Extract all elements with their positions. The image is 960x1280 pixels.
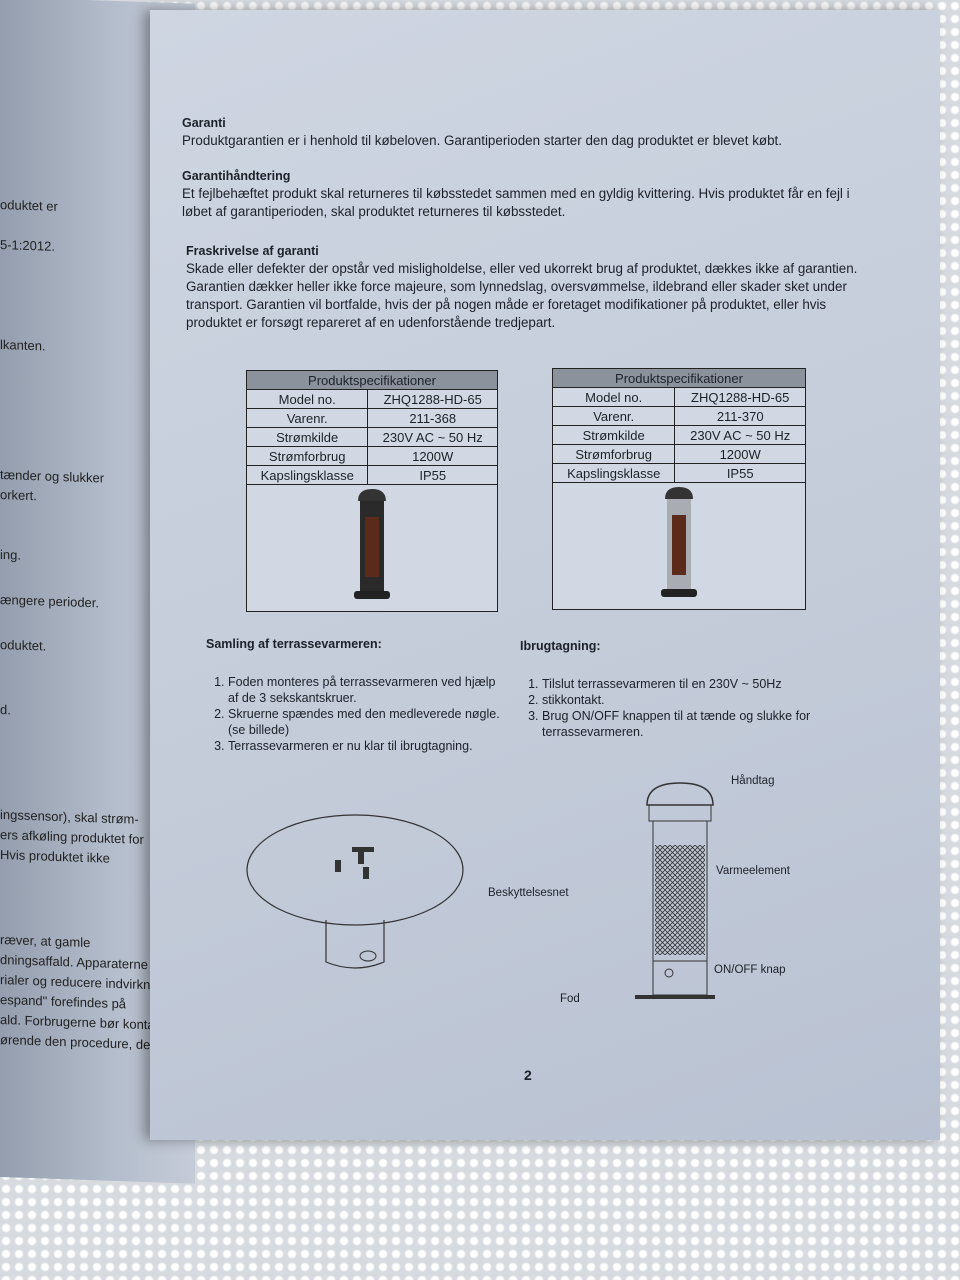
spec-value: 211-370 [674,406,806,426]
spec-table-2: Produktspecifikationer Model no. ZHQ1288-H… [551,368,806,610]
label-guard: Beskyttelsesnet [488,887,569,899]
left-page-text: oduktet. [0,636,47,654]
usage-section: Ibrugtagning: Tilslut terrassevarmeren t… [520,638,850,740]
left-page-text: oduktet er [0,196,58,214]
left-page-text: orkert. [0,486,37,504]
spec-key: Kapslingsklasse [551,463,676,483]
left-page-text: lkanten. [0,336,46,354]
spec-key: Model no. [245,389,369,409]
heater-product-image [661,486,697,597]
section-title: Garanti [182,116,226,130]
usage-step: Brug ON/OFF knappen til at tænde og sluk… [542,708,850,740]
spec-row: Varenr. 211-370 [551,406,806,426]
spec-key: Model no. [551,387,676,407]
section-title: Fraskrivelse af garanti [186,244,319,258]
usage-step: Tilslut terrassevarmeren til en 230V ~ 5… [542,676,850,692]
assembly-step: Terrassevarmeren er nu klar til ibrugtag… [228,738,506,754]
spec-key: Strømkilde [245,427,369,447]
spec-value: ZHQ1288-HD-65 [367,389,498,409]
spec-value: IP55 [367,465,498,485]
left-page-text: ræver, at gamle [0,931,91,951]
spec-row: Model no. ZHQ1288-HD-65 [551,387,806,407]
product-image-cell [552,482,806,610]
left-page-text: d. [0,701,11,718]
spec-row: Kapslingsklasse IP55 [551,463,806,483]
spec-row: Model no. ZHQ1288-HD-65 [245,389,498,409]
label-heating-element: Varmeelement [716,865,790,877]
left-page-text: rialer og reducere indvirkning [0,971,168,993]
spec-key: Varenr. [245,408,369,428]
spec-value: ZHQ1288-HD-65 [674,387,806,407]
assembly-title: Samling af terrassevarmeren: [206,637,382,651]
product-image-cell [246,484,498,612]
left-page-text: tænder og slukker [0,466,105,486]
manual-page: Garanti Produktgarantien er i henhold ti… [150,10,940,1140]
usage-title: Ibrugtagning: [520,639,601,653]
left-page-text: ald. Forbrugerne bør kontakte [0,1011,172,1033]
page-number: 2 [524,1067,532,1083]
usage-step: stikkontakt. [542,692,850,708]
label-onoff: ON/OFF knap [714,964,786,976]
spec-value: 230V AC ~ 50 Hz [674,425,806,445]
spec-row: Strømforbrug 1200W [245,446,498,466]
spec-header: Produktspecifikationer [552,368,806,388]
assembly-step: Foden monteres på terrassevarmeren ved h… [228,674,506,706]
section-text: Skade eller defekter der opstår ved misl… [186,261,858,330]
left-page-text: ers afkøling produktet for [0,826,144,847]
spec-key: Strømkilde [551,425,676,445]
left-page-text: ingssensor), skal strøm- [0,806,139,827]
left-page-text: espand" forefindes på [0,991,127,1012]
spec-row: Strømkilde 230V AC ~ 50 Hz [551,425,806,445]
left-page-text: 5-1:2012. [0,236,55,254]
spec-key: Strømforbrug [551,444,676,464]
spec-value: 211-368 [367,408,498,428]
spec-table-1: Produktspecifikationer Model no. ZHQ1288-H… [245,370,498,612]
heater-parts-diagram [635,782,715,999]
section-garanti: Garanti Produktgarantien er i henhold ti… [182,114,872,150]
left-page-text: dningsaffald. Apparaterne skal [0,951,175,974]
assembly-step: Skruerne spændes med den medleverede nøg… [228,706,506,738]
left-page-text: ing. [0,546,21,563]
spec-value: 1200W [367,446,498,466]
spec-value: 230V AC ~ 50 Hz [367,427,498,447]
section-text: Produktgarantien er i henhold til købelo… [182,133,782,148]
spec-header: Produktspecifikationer [246,370,498,390]
base-assembly-diagram [246,814,464,969]
spec-row: Strømforbrug 1200W [551,444,806,464]
assembly-section: Samling af terrassevarmeren: Foden monte… [206,636,506,754]
left-page-text: Hvis produktet ikke [0,846,110,866]
spec-key: Strømforbrug [245,446,369,466]
spec-value: 1200W [674,444,806,464]
section-text: Et fejlbehæftet produkt skal returneres … [182,186,850,219]
spec-row: Varenr. 211-368 [245,408,498,428]
spec-key: Varenr. [551,406,676,426]
label-handle: Håndtag [731,775,775,787]
spec-value: IP55 [674,463,806,483]
heater-product-image [354,488,390,599]
section-fraskrivelse: Fraskrivelse af garanti Skade eller defe… [186,242,876,332]
section-garantihaandtering: Garantihåndtering Et fejlbehæftet produk… [182,167,872,221]
section-title: Garantihåndtering [182,169,291,183]
spec-key: Kapslingsklasse [245,465,369,485]
spec-row: Strømkilde 230V AC ~ 50 Hz [245,427,498,447]
spec-row: Kapslingsklasse IP55 [245,465,498,485]
left-page-text: ørende den procedure, der [0,1031,155,1053]
label-foot: Fod [560,993,580,1005]
left-page-text: ængere perioder. [0,591,100,611]
